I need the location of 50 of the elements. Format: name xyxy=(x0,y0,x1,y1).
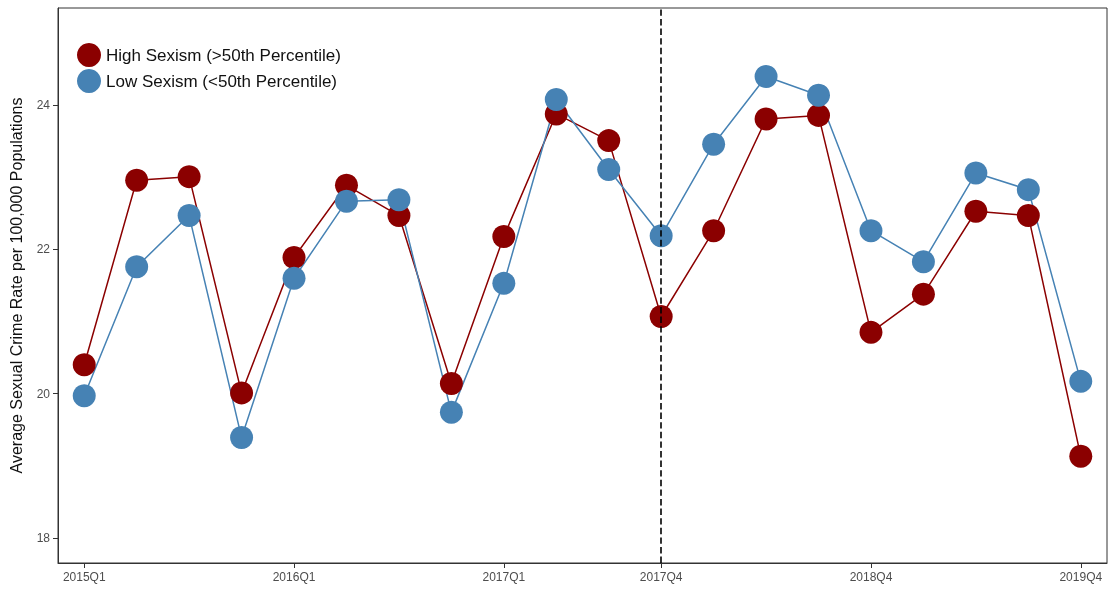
y-tick-label: 20 xyxy=(36,386,51,401)
point xyxy=(1016,204,1040,228)
x-tick-label: 2015Q1 xyxy=(62,570,106,584)
point xyxy=(1069,444,1093,468)
point xyxy=(72,353,96,377)
point xyxy=(544,88,568,112)
y-tick-label: 18 xyxy=(36,530,51,545)
point xyxy=(125,255,149,279)
y-axis-title: Average Sexual Crime Rate per 100,000 Populations xyxy=(7,97,25,474)
point xyxy=(911,282,935,306)
x-tick-label: 2017Q1 xyxy=(482,570,526,584)
point xyxy=(72,384,96,408)
point xyxy=(702,219,726,243)
point xyxy=(492,271,516,295)
point xyxy=(754,64,778,88)
point xyxy=(597,129,621,153)
point xyxy=(859,320,883,344)
point xyxy=(649,224,673,248)
point xyxy=(439,372,463,396)
point xyxy=(964,199,988,223)
legend-label: High Sexism (>50th Percentile) xyxy=(106,45,341,65)
point xyxy=(807,83,831,107)
x-tick-label: 2019Q4 xyxy=(1059,570,1103,584)
point xyxy=(492,224,516,248)
point xyxy=(859,219,883,243)
point xyxy=(177,165,201,189)
point xyxy=(230,381,254,405)
x-tick-label: 2016Q1 xyxy=(272,570,316,584)
point xyxy=(964,161,988,185)
point xyxy=(911,250,935,274)
point xyxy=(702,132,726,156)
point xyxy=(1069,369,1093,393)
point xyxy=(282,245,306,269)
point xyxy=(754,107,778,131)
legend-label: Low Sexism (<50th Percentile) xyxy=(106,71,338,91)
y-tick-label: 22 xyxy=(36,242,51,257)
point xyxy=(439,400,463,424)
point xyxy=(177,204,201,228)
point xyxy=(597,157,621,181)
point xyxy=(335,189,358,213)
point xyxy=(1016,178,1040,202)
point xyxy=(282,266,306,290)
x-tick-label: 2017Q4 xyxy=(639,570,683,584)
point xyxy=(649,305,673,328)
x-tick-label: 2018Q4 xyxy=(849,570,893,584)
point xyxy=(125,168,149,192)
point xyxy=(807,103,831,127)
y-tick-label: 24 xyxy=(36,98,51,113)
point xyxy=(387,188,411,212)
point xyxy=(230,426,254,450)
